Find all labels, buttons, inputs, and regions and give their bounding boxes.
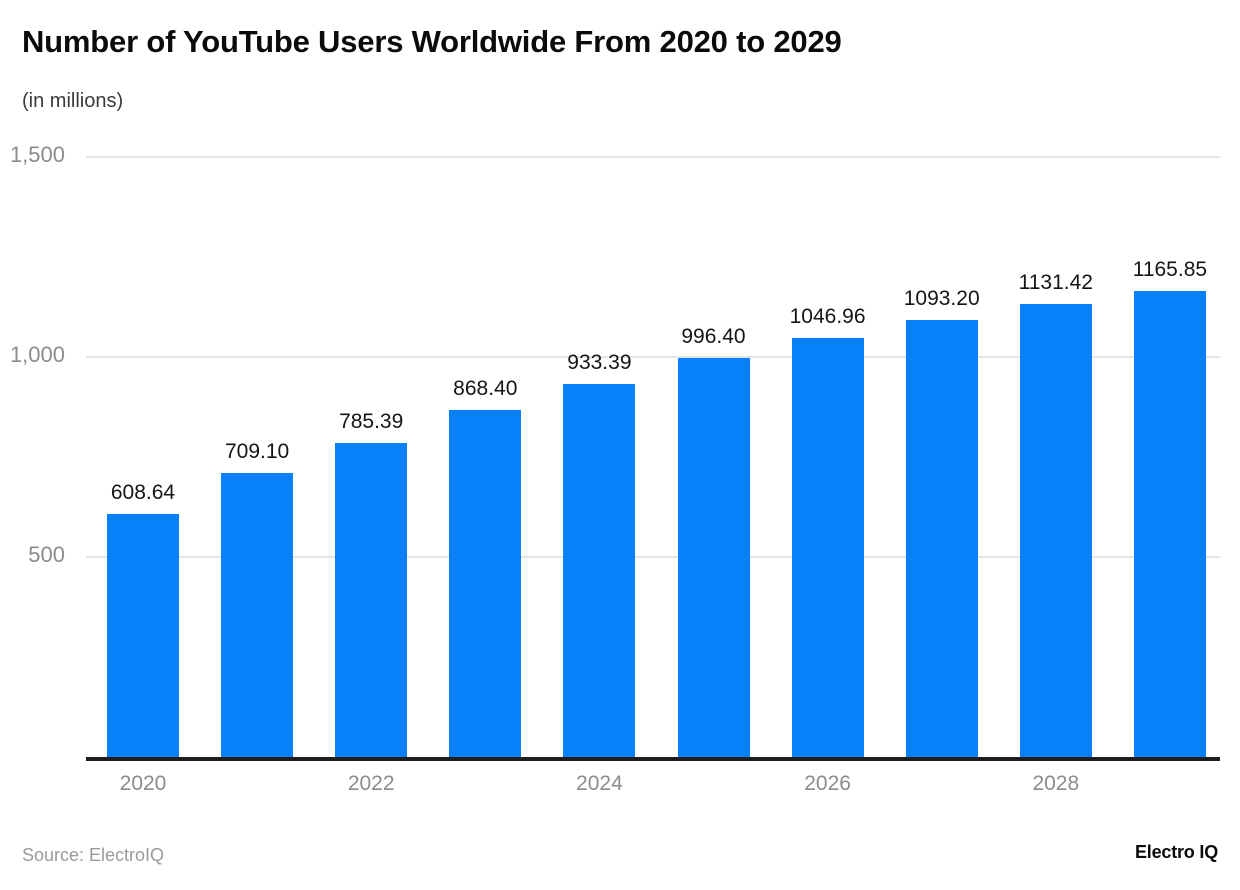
- y-axis-tick-label: 1,000: [9, 342, 65, 367]
- bar-value-label-2022: 785.39: [339, 409, 404, 433]
- gridline: [86, 356, 1220, 358]
- y-axis-tick-label: 1,500: [9, 142, 65, 167]
- source-note: Source: ElectroIQ: [22, 845, 165, 865]
- bar-value-label-2029: 1165.85: [1132, 257, 1208, 281]
- bar-2028[interactable]: [1019, 304, 1092, 757]
- x-axis-line: [86, 757, 1220, 761]
- gridline: [86, 556, 1220, 558]
- bar-value-label-2021: 709.10: [224, 440, 290, 464]
- bar-2025[interactable]: [677, 358, 750, 757]
- y-axis-tick-label: 500: [28, 542, 65, 567]
- bar-2027[interactable]: [905, 319, 978, 757]
- bar-value-label-2025: 996.40: [681, 325, 746, 349]
- x-axis-tick-label-2026: 2026: [804, 772, 851, 795]
- x-axis-tick-label-2024: 2024: [576, 772, 623, 795]
- bar-value-label-2026: 1046.96: [789, 305, 866, 329]
- bar-value-label-2027: 1093.20: [903, 286, 980, 310]
- x-axis-tick-label-2028: 2028: [1032, 772, 1080, 795]
- bar-2024[interactable]: [563, 383, 636, 757]
- bar-2021[interactable]: [221, 473, 294, 757]
- bar-2026[interactable]: [791, 338, 864, 757]
- x-axis-tick-label-2020: 2020: [119, 772, 167, 795]
- bar-2020[interactable]: [107, 513, 179, 757]
- x-axis-tick-label-2022: 2022: [347, 772, 395, 795]
- page-title: Number of YouTube Users Worldwide From 2…: [22, 24, 842, 59]
- brand-logo: Electro IQ: [1134, 842, 1218, 862]
- bar-2022[interactable]: [335, 442, 408, 757]
- bar-2029[interactable]: [1133, 290, 1206, 757]
- bar-value-label-2023: 868.40: [453, 376, 518, 400]
- chart-subtitle: (in millions): [22, 90, 124, 112]
- bar-value-label-2024: 933.39: [567, 350, 632, 374]
- bar-2023[interactable]: [449, 409, 522, 757]
- bar-value-label-2028: 1131.42: [1018, 271, 1093, 295]
- gridline: [86, 156, 1220, 158]
- bar-value-label-2020: 608.64: [110, 480, 176, 504]
